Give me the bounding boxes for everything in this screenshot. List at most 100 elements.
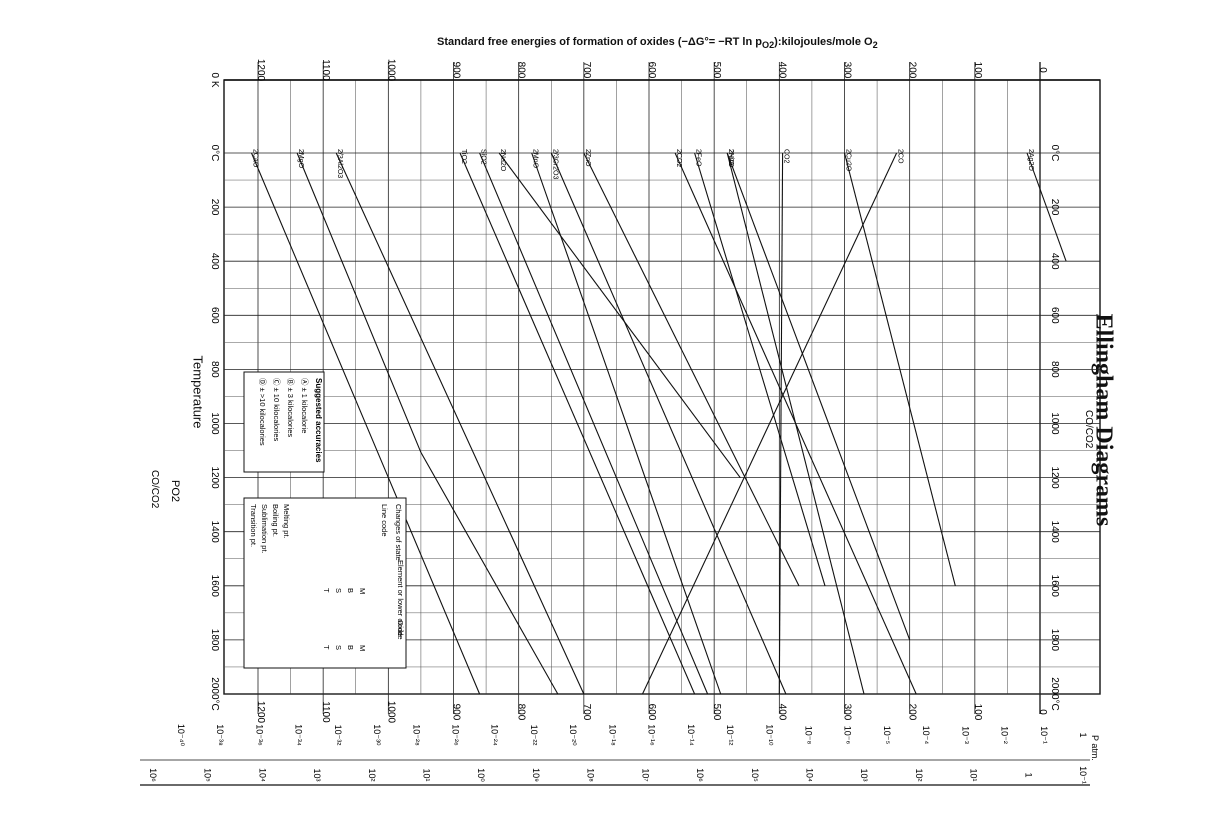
oxide-code: T: [322, 645, 331, 650]
po2-scale-label: 10⁻²⁰: [568, 724, 578, 746]
state-legend-row: Melting pt.: [282, 504, 291, 539]
energy-tick-label: 600: [646, 62, 657, 79]
accuracy-legend-box: [243, 371, 325, 473]
temperature-tick-label-right: 800: [1049, 361, 1060, 378]
energy-tick-label-bottom: 500: [711, 704, 722, 721]
series-line: [479, 152, 709, 695]
energy-tick-label-bottom: 300: [842, 704, 853, 721]
temperature-tick-label: 200: [209, 199, 220, 216]
energy-tick-label-bottom: 700: [581, 704, 592, 721]
energy-tick-label-bottom: 800: [516, 704, 527, 721]
temperature-tick-label: 800: [209, 361, 220, 378]
patm-label: P atm.: [1090, 735, 1100, 761]
co-ratio-scale-label: 10⁵: [203, 768, 213, 782]
co-ratio-scale-label: 10¹: [422, 768, 432, 781]
pressure-scales: 10⁻⁴⁰ 10⁻³⁸ 10⁻³⁶ 10⁻³⁴ 10⁻³² 10⁻³⁰ 10⁻²⁸ 10⁻²⁶…: [140, 410, 1100, 786]
temperature-tick-label: 2000°C: [209, 677, 220, 710]
po2-scale-label: 10⁻²⁸: [411, 724, 421, 746]
po2-scale-label: 10⁻²²: [529, 725, 539, 746]
series-label: 2MnO: [532, 149, 539, 169]
series-line: [550, 152, 787, 695]
co-ratio-scale-label: 10²: [914, 768, 924, 781]
energy-tick-label-bottom: 1000: [385, 701, 396, 724]
accuracy-legend-item: Ⓓ ± >10 kilocalories: [258, 378, 267, 446]
temperature-tick-label-right: 2000°C: [1049, 677, 1060, 710]
series-label: 2Na2O: [499, 149, 506, 172]
oxide-code: B: [346, 645, 355, 650]
co-ratio-label-right: CO/CO2: [1083, 410, 1094, 449]
series-line: [726, 152, 911, 641]
series-label: CO2: [783, 149, 790, 164]
series-label: 2ZnO: [584, 149, 591, 167]
temperature-tick-label: 1800: [209, 629, 220, 652]
temperature-tick-label-right: 200: [1049, 199, 1060, 216]
energy-tick-label: 900: [451, 62, 462, 79]
page-title: Standard free energies of formation of o…: [437, 36, 878, 50]
series-label: 2MgO: [297, 149, 304, 169]
element-code: T: [322, 588, 331, 593]
series-line: [459, 152, 696, 695]
co-ratio-scale-label: 10⁶: [695, 768, 705, 782]
co-ratio-scale-label: 10⁵: [750, 768, 760, 782]
co-ratio-scale-label: 10⁹: [531, 768, 541, 782]
energy-tick-label: 500: [711, 62, 722, 79]
state-legend-row: Boiling pt.: [271, 504, 280, 537]
series-label: 2Cu2O: [845, 149, 852, 172]
po2-scale-label: 10⁻³⁶: [254, 724, 264, 746]
temperature-tick-label-right: 600: [1049, 307, 1060, 324]
po2-scale-label: 10⁻¹²: [725, 725, 735, 746]
series-label: 2H2O: [727, 149, 734, 168]
energy-tick-label: 1100: [320, 59, 331, 81]
state-legend-header: Line code: [380, 504, 389, 537]
energy-tick-label: 1000: [385, 59, 396, 82]
po2-scale-label: 10⁻¹: [1039, 726, 1049, 744]
series-line: [674, 152, 917, 695]
element-code: S: [334, 588, 343, 593]
series-line: [250, 152, 481, 695]
po2-scale-label: 10⁻³⁰: [372, 724, 382, 746]
po2-scale-label: 10⁻⁴: [921, 726, 931, 745]
po2-scale-label: 10⁻¹⁸: [607, 724, 617, 746]
temperature-tick-label-right: 1400: [1049, 521, 1060, 544]
series-line: [335, 152, 585, 695]
title-main: Standard free energies of formation of o…: [437, 36, 762, 48]
temperature-tick-label-right: 1600: [1049, 575, 1060, 598]
series-label: 2/3Al2O3: [336, 149, 343, 178]
co-ratio-scale-label: 1: [1023, 772, 1033, 777]
series-label: SiO2: [480, 149, 487, 165]
energy-tick-label-bottom: 1100: [320, 701, 331, 723]
temperature-tick-label-right: 1000: [1049, 412, 1060, 435]
po2-scale-label: 10⁻⁵: [882, 726, 892, 745]
accuracy-legend-item: Ⓐ ± 1 kilocalorie: [300, 378, 309, 433]
temperature-tick-label: 0°C: [209, 145, 220, 162]
series-line: [531, 152, 722, 695]
temperature-tick-label-right: 400: [1049, 253, 1060, 270]
title-tail-sub: 2: [872, 40, 878, 51]
series-label: 2/3Cr2O3: [551, 149, 558, 179]
co-ratio-scale-label: 10⁸: [586, 768, 596, 782]
po2-scale-label: 10⁻²: [1000, 726, 1010, 744]
energy-tick-label-bottom: 600: [646, 704, 657, 721]
state-legend-row: Transition pt.: [249, 504, 258, 547]
po2-scale-label: 10⁻²⁶: [451, 724, 461, 746]
po2-scale-label: 10⁻⁸: [803, 726, 813, 745]
energy-tick-label: 200: [907, 62, 918, 79]
co-ratio-scale-label: 10⁶: [148, 768, 158, 782]
energy-tick-label: 0: [1037, 67, 1048, 73]
oxide-code: M: [358, 645, 367, 651]
series-label: 2CO2: [675, 149, 682, 167]
state-legend-header: Changes of state: [394, 504, 403, 561]
co-ratio-scale-label: 10³: [859, 768, 869, 781]
temperature-tick-label: 1200: [209, 466, 220, 489]
co-ratio-scale-label: 10⁴: [257, 768, 267, 782]
series-line: [694, 152, 826, 586]
zero-kelvin-label: 0 K: [209, 72, 220, 87]
series-lines: 2CaO 2MgO 2/3Al2O3 TiO2 SiO2 2/3Cr2O3 2MnO 2Na2…: [250, 149, 1067, 695]
po2-scale-label: 10⁻²⁴: [490, 724, 500, 746]
po2-scale-label: 10⁻¹⁶: [647, 724, 657, 746]
temperature-tick-label: 600: [209, 307, 220, 324]
series-label: 2Ag2O: [1027, 149, 1034, 171]
co-ratio-scale-label: 10²: [367, 768, 377, 781]
series-label: 2CaO: [251, 149, 258, 168]
